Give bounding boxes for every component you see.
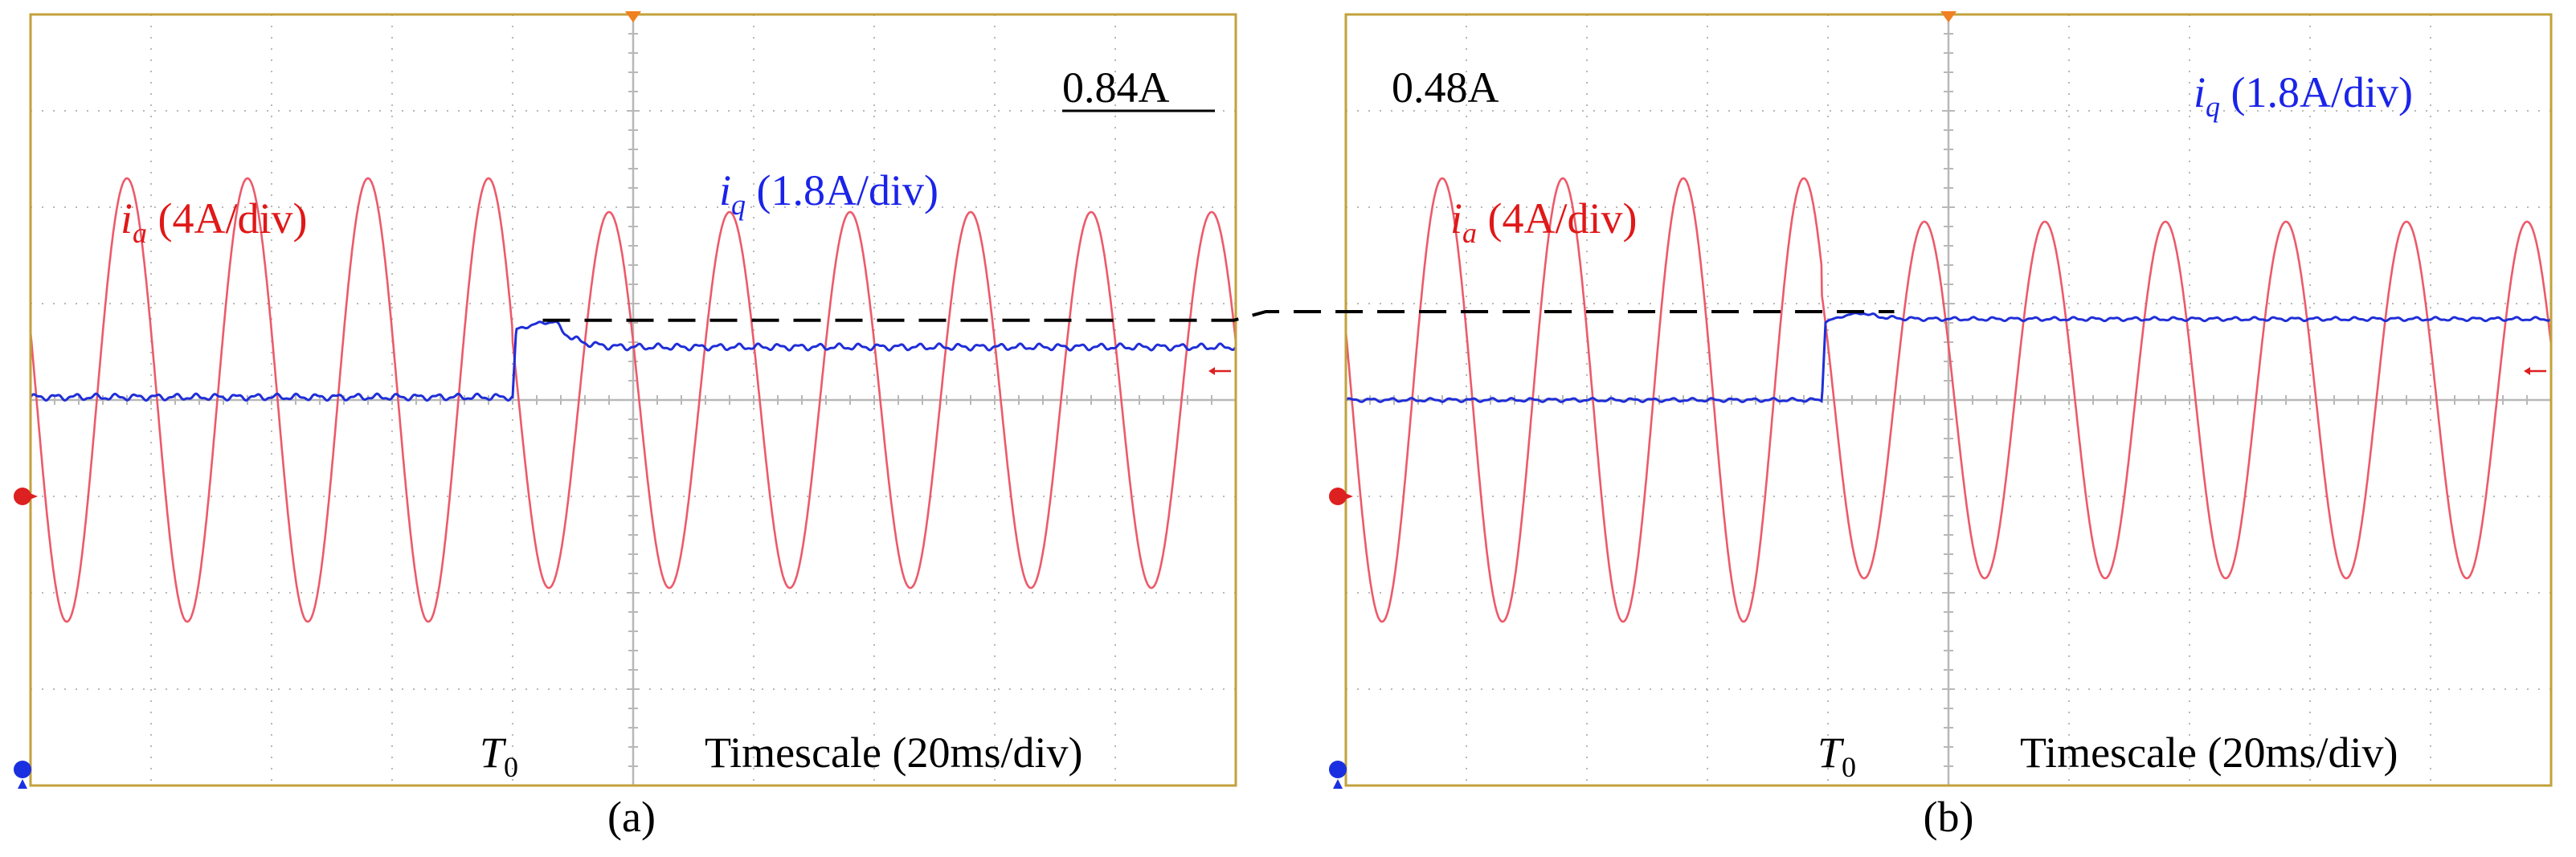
event-symbol: T (480, 728, 507, 777)
iq-trace-a (29, 320, 1237, 402)
panel-label-b: (b) (1924, 793, 1974, 841)
step-reference-dashed-line (542, 310, 1895, 322)
trigger-position-marker (625, 11, 641, 22)
iq-label-b: iq (1.8A/div) (2194, 68, 2413, 123)
channel-1-marker (14, 488, 31, 505)
timescale-label-a: Timescale (20ms/div) (705, 728, 1082, 777)
trigger-position-marker (1940, 11, 1957, 22)
iq-scale: (1.8A/div) (746, 166, 938, 214)
ia-label-a: ia (4A/div) (121, 194, 307, 249)
timescale-label-b: Timescale (20ms/div) (2020, 728, 2398, 777)
grid-b (1345, 14, 2552, 786)
iq-subscript: q (2206, 91, 2220, 123)
ia-trace-a (29, 177, 1237, 623)
iq-symbol: i (2194, 68, 2206, 116)
channel-1-marker (1329, 488, 1347, 505)
panel-b: 0.48A ia (4A/div) iq (1.8A/div) T0 Times… (1329, 11, 2553, 841)
channel-2-marker (1329, 761, 1347, 778)
event-subscript: 0 (1842, 751, 1856, 783)
ia-scale: (4A/div) (147, 194, 307, 243)
step-value-label-a: 0.84A (1062, 63, 1170, 112)
markers-b (1329, 11, 2546, 789)
iq-label-a: iq (1.8A/div) (719, 166, 938, 221)
panel-a: ia (4A/div) iq (1.8A/div) 0.84A T0 Times… (14, 11, 1237, 841)
channel-1-marker-arrow (30, 493, 38, 500)
trigger-level-marker-arrowhead (2524, 367, 2530, 375)
iq-trace-b (1345, 312, 2552, 404)
iq-symbol: i (719, 166, 731, 214)
channel-2-marker-arrow (18, 779, 27, 789)
ia-symbol: i (121, 194, 133, 243)
ia-label-b: ia (4A/div) (1450, 194, 1637, 249)
channel-2-marker-arrow (1333, 779, 1343, 789)
event-label-a: T0 (480, 728, 518, 783)
trigger-level-marker-arrowhead (1208, 367, 1215, 375)
iq-subscript: q (731, 189, 746, 221)
iq-scale: (1.8A/div) (2220, 68, 2413, 116)
ia-trace-b (1344, 177, 2553, 623)
channel-1-marker-arrow (1345, 493, 1353, 500)
ia-symbol: i (1450, 194, 1462, 243)
event-label-b: T0 (1818, 728, 1856, 783)
step-value-label-b: 0.48A (1392, 63, 1499, 112)
event-subscript: 0 (504, 751, 518, 783)
event-symbol: T (1818, 728, 1845, 777)
panel-label-a: (a) (607, 793, 656, 841)
markers-a (14, 11, 1231, 789)
channel-2-marker (14, 761, 31, 778)
ia-subscript: a (1462, 217, 1477, 249)
ia-scale: (4A/div) (1477, 194, 1637, 243)
ia-subscript: a (133, 217, 147, 249)
